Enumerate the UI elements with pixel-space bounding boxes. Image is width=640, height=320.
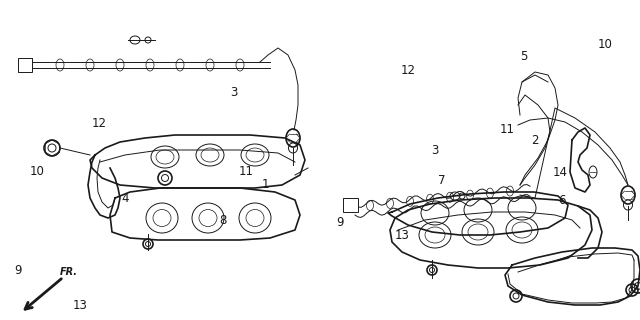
Text: 6: 6: [558, 194, 566, 206]
Text: 9: 9: [14, 264, 22, 277]
Text: FR.: FR.: [60, 267, 78, 277]
Text: 5: 5: [520, 50, 527, 62]
Text: 10: 10: [597, 38, 612, 51]
Text: 12: 12: [401, 64, 416, 77]
Text: 10: 10: [29, 165, 45, 178]
Text: 3: 3: [431, 144, 439, 157]
Text: 9: 9: [337, 216, 344, 229]
Text: 13: 13: [394, 229, 410, 242]
Text: 7: 7: [438, 174, 445, 187]
Bar: [343, 198, 358, 212]
Text: 4: 4: [121, 192, 129, 205]
Text: 1: 1: [262, 178, 269, 190]
Text: 8: 8: [219, 214, 227, 227]
Text: 2: 2: [531, 134, 538, 147]
Text: 11: 11: [239, 165, 254, 178]
Text: 11: 11: [499, 123, 515, 136]
Bar: [18, 58, 32, 72]
Text: 12: 12: [92, 117, 107, 130]
Text: 14: 14: [552, 166, 568, 179]
Text: 13: 13: [72, 299, 88, 312]
Text: 3: 3: [230, 86, 237, 99]
